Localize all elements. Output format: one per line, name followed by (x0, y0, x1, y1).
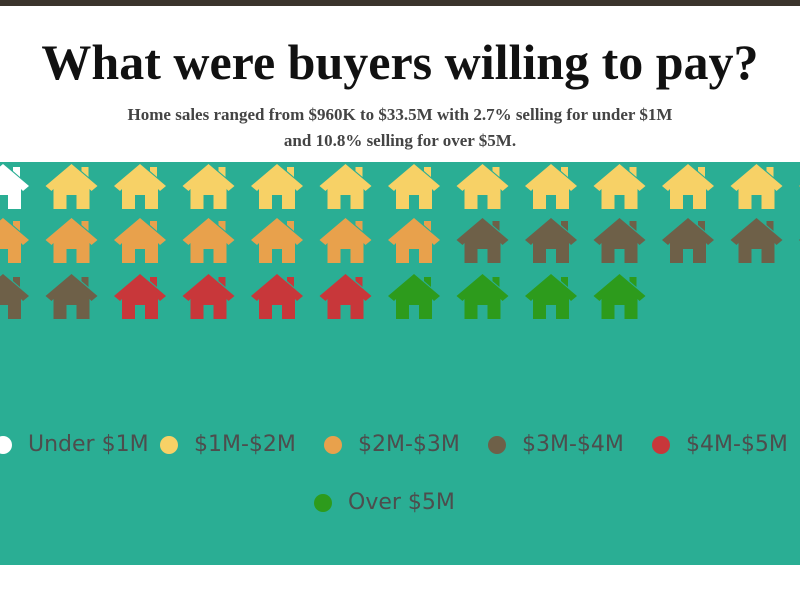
house-icon (525, 218, 577, 263)
house-icon (182, 164, 235, 209)
house-pictogram (0, 164, 800, 319)
legend-label: $4M-$5M (686, 432, 788, 457)
pictogram-panel: Under $1M $1M-$2M $2M-$3M $3M-$4M $4M-$5… (0, 162, 800, 565)
house-icon (662, 164, 714, 209)
legend-item-1m-2m: $1M-$2M (160, 432, 296, 457)
house-icon (456, 164, 509, 209)
legend-swatch (324, 435, 342, 454)
house-icon (593, 164, 646, 209)
house-icon (662, 218, 714, 263)
legend-swatch (0, 435, 12, 454)
house-icon (456, 274, 509, 319)
legend-label: Under $1M (28, 432, 149, 457)
bottom-margin (0, 565, 800, 600)
house-icon (593, 218, 646, 263)
chart-subtitle: Home sales ranged from $960K to $33.5M w… (127, 105, 673, 150)
house-icon (525, 164, 577, 209)
legend-label: $2M-$3M (358, 432, 460, 457)
legend-swatch (314, 493, 332, 512)
house-icon (456, 218, 509, 263)
legend-label: Over $5M (348, 490, 455, 515)
house-icon (388, 218, 440, 263)
house-icon (0, 274, 29, 319)
house-icon (593, 274, 646, 319)
house-icon (45, 274, 98, 319)
house-icon (45, 164, 98, 209)
legend-item-3m-4m: $3M-$4M (488, 432, 624, 457)
legend-swatch (488, 435, 506, 454)
house-icon (730, 218, 783, 263)
legend-swatch (652, 435, 670, 454)
house-icon (388, 164, 440, 209)
house-icon (319, 218, 372, 263)
house-icon (45, 218, 98, 263)
legend-label: $3M-$4M (522, 432, 624, 457)
house-icon (182, 218, 235, 263)
house-icon (0, 164, 29, 209)
house-icon (251, 164, 303, 209)
house-icon (251, 218, 303, 263)
house-icon (388, 274, 440, 319)
house-icon (251, 274, 303, 319)
house-icon (730, 164, 783, 209)
legend-item-4m-5m: $4M-$5M (652, 432, 788, 457)
chart-title: What were buyers willing to pay? (41, 34, 759, 90)
house-icon (0, 218, 29, 263)
house-icon (114, 274, 166, 319)
house-icon (525, 274, 577, 319)
top-accent-bar (0, 0, 800, 6)
house-icon (182, 274, 235, 319)
legend-item-2m-3m: $2M-$3M (324, 432, 460, 457)
legend-swatch (160, 435, 178, 454)
legend-item-under-1m: Under $1M (0, 432, 149, 457)
house-icon (114, 218, 166, 263)
legend-item-over-5m: Over $5M (314, 490, 455, 515)
legend-label: $1M-$2M (194, 432, 296, 457)
house-icon (114, 164, 166, 209)
house-icon (319, 274, 372, 319)
house-icon (319, 164, 372, 209)
